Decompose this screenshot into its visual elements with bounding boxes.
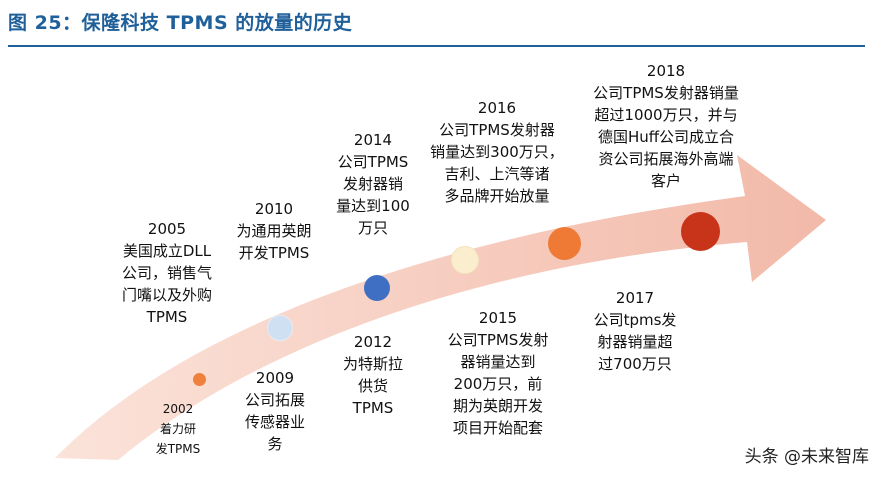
milestone-dot-2015: [451, 246, 479, 274]
milestone-dot-2012: [364, 275, 390, 301]
milestone-desc: 为通用英朗 开发TPMS: [236, 222, 312, 262]
milestone-desc: 公司TPMS发射器 销量达到300万只， 吉利、上汽等诸 多品牌开始放量: [430, 121, 564, 205]
milestone-year: 2009: [255, 369, 295, 387]
milestone-2009: 2009 公司拓展 传感器业 务: [232, 367, 318, 455]
milestone-year: 2012: [353, 333, 393, 351]
milestone-year: 2018: [646, 62, 686, 80]
milestone-dot-2017: [548, 227, 581, 260]
milestone-desc: 为特斯拉 供货 TPMS: [342, 355, 403, 417]
arrow-shape: [55, 155, 826, 460]
milestone-desc: 公司拓展 传感器业 务: [244, 391, 305, 453]
milestone-desc: 公司TPMS发射器销量 超过1000万只，并与 德国Huff公司成立合 资公司拓…: [593, 84, 739, 190]
milestone-2012: 2012 为特斯拉 供货 TPMS: [330, 331, 416, 419]
milestone-year: 2017: [615, 289, 655, 307]
milestone-desc: 美国成立DLL 公司，销售气 门嘴以及外购 TPMS: [121, 242, 212, 326]
milestone-2005: 2005 美国成立DLL 公司，销售气 门嘴以及外购 TPMS: [108, 218, 226, 328]
milestone-year: 2010: [254, 200, 294, 218]
milestone-2010: 2010 为通用英朗 开发TPMS: [222, 198, 326, 264]
milestone-desc: 公司TPMS 发射器销 量达到100 万只: [336, 153, 410, 237]
milestone-dot-2009: [267, 315, 293, 341]
milestone-year: 2005: [147, 220, 187, 238]
milestone-2018: 2018 公司TPMS发射器销量 超过1000万只，并与 德国Huff公司成立合…: [576, 60, 756, 192]
milestone-2002: 2002 着力研 发TPMS: [143, 399, 213, 459]
title-divider: [8, 45, 865, 47]
milestone-year: 2002: [162, 402, 194, 416]
milestone-desc: 公司TPMS发射 器销量达到 200万只，前 期为英朗开发 项目开始配套: [447, 331, 549, 437]
milestone-2017: 2017 公司tpms发 射器销量超 过700万只: [576, 287, 694, 375]
milestone-year: 2016: [477, 99, 517, 117]
watermark: 头条 @未来智库: [744, 447, 869, 467]
figure-title: 图 25：保隆科技 TPMS 的放量的历史: [8, 12, 353, 34]
milestone-dot-2018: [681, 212, 720, 251]
milestone-2016: 2016 公司TPMS发射器 销量达到300万只， 吉利、上汽等诸 多品牌开始放…: [418, 97, 576, 207]
milestone-desc: 着力研 发TPMS: [155, 422, 201, 456]
milestone-desc: 公司tpms发 射器销量超 过700万只: [593, 311, 677, 373]
milestone-2015: 2015 公司TPMS发射 器销量达到 200万只，前 期为英朗开发 项目开始配…: [430, 307, 566, 439]
milestone-dot-2002: [193, 373, 206, 386]
milestone-2014: 2014 公司TPMS 发射器销 量达到100 万只: [322, 129, 424, 239]
milestone-year: 2015: [478, 309, 518, 327]
milestone-year: 2014: [353, 131, 393, 149]
